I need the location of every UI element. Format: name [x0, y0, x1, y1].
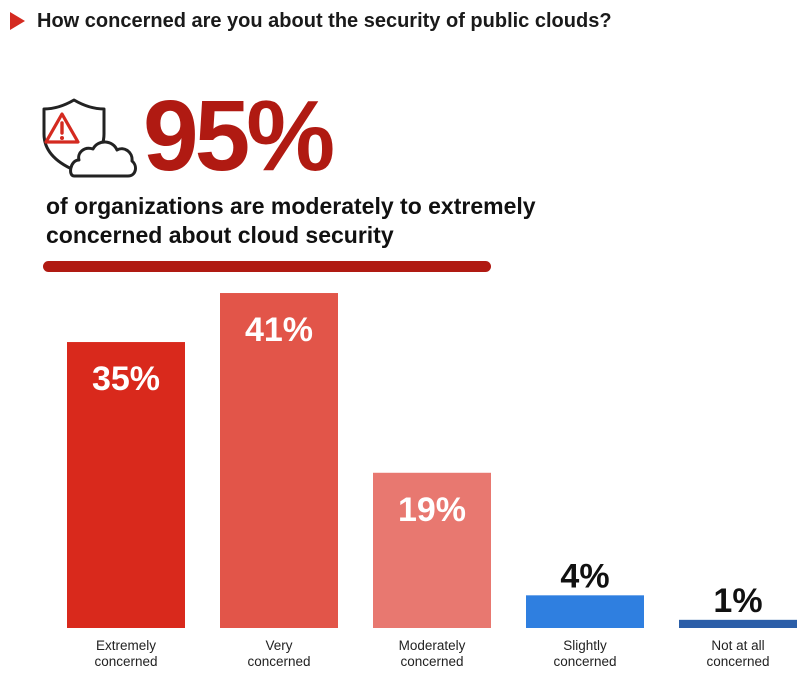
bar-4 [679, 619, 797, 628]
security-cloud-icon [42, 98, 137, 178]
bar-1 [220, 293, 338, 628]
big-stat-value: 95% [143, 80, 335, 192]
category-label-3: Slightly concerned [553, 638, 616, 669]
triangle-bullet-icon [10, 12, 25, 30]
bar-3 [526, 595, 644, 628]
question-header: How concerned are you about the security… [10, 7, 612, 35]
bar-2 [373, 472, 491, 628]
bar-0 [67, 342, 185, 628]
value-label-2: 19% [398, 491, 466, 529]
cloud-icon [69, 140, 137, 178]
stat-description: of organizations are moderately to extre… [46, 193, 536, 248]
question-text: How concerned are you about the security… [37, 9, 612, 32]
value-label-1: 41% [245, 311, 313, 349]
value-label-4: 1% [713, 582, 762, 620]
value-label-3: 4% [560, 557, 609, 595]
category-label-1: Very concerned [247, 638, 310, 669]
category-label-4: Not at all concerned [706, 638, 769, 669]
divider-bar [43, 261, 491, 272]
category-label-2: Moderately concerned [399, 638, 466, 669]
value-label-0: 35% [92, 360, 160, 398]
category-label-0: Extremely concerned [94, 638, 157, 669]
